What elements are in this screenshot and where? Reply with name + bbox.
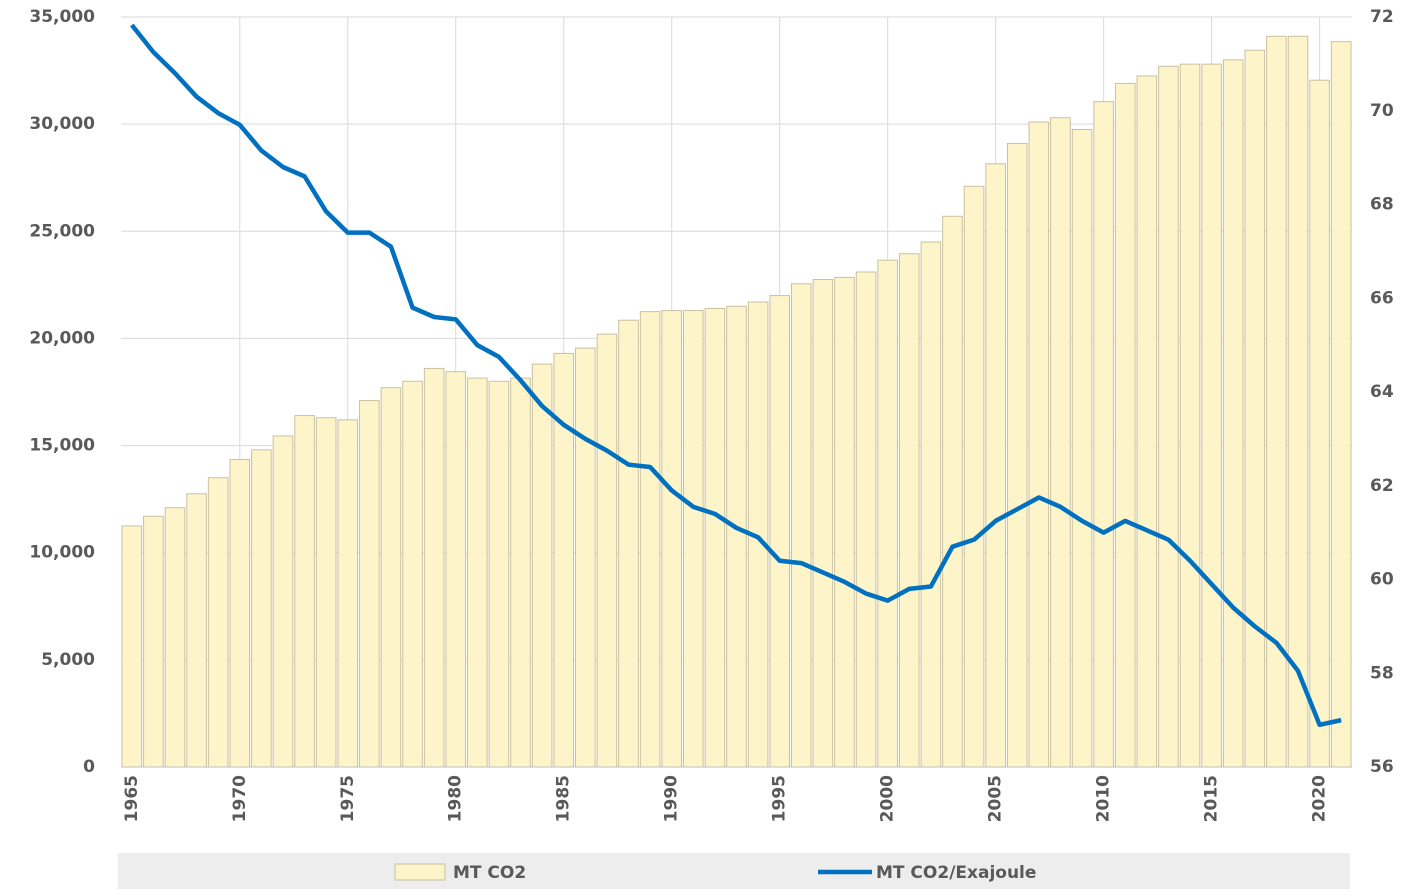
bar [704,307,726,768]
bar [337,419,359,768]
bar [251,449,272,768]
x-tick-label: 1995 [770,775,790,822]
bar [575,347,596,768]
bar [639,311,661,768]
bar [661,310,683,768]
bar [920,241,942,768]
y-tick-label: 10,000 [29,543,95,563]
y-tick-label: 30,000 [29,114,95,134]
bar [1114,82,1136,768]
legend-background [118,853,1350,889]
bar [834,276,855,768]
bar [272,435,294,768]
x-tick-label: 1990 [662,775,682,822]
bar [596,333,618,768]
bar [402,380,423,768]
y-tick-label: 15,000 [29,436,95,456]
bar [942,215,963,768]
bar [359,400,380,768]
bar [683,310,704,768]
bar [1006,142,1028,768]
bar [186,493,207,768]
bar [1136,75,1158,768]
bar [1330,41,1352,768]
bar [1222,59,1244,768]
bar [985,163,1006,768]
bar [315,417,337,768]
bar [963,185,985,768]
x-tick-label: 1980 [446,775,466,822]
legend-swatch [394,863,446,881]
bar [207,477,229,768]
y2-tick-label: 66 [1370,288,1394,308]
bar [1071,129,1093,768]
y-tick-label: 5,000 [41,650,95,670]
bar [1309,79,1330,768]
bar [877,259,898,768]
bar [618,319,639,768]
y-tick-label: 35,000 [29,7,95,27]
legend-label: MT CO2/Exajoule [876,863,1036,883]
x-tick-label: 2005 [986,775,1006,822]
bar [380,387,402,768]
bar [164,507,186,768]
x-tick-label: 2000 [878,775,898,822]
y2-tick-label: 58 [1370,663,1394,683]
bar [423,367,445,768]
bar [1158,65,1179,768]
x-tick-label: 2010 [1094,775,1114,822]
bar [769,295,790,768]
bar [121,525,143,768]
y2-tick-label: 70 [1370,101,1394,121]
bar [467,377,488,768]
x-tick-label: 1970 [230,775,250,822]
y2-tick-label: 56 [1370,757,1394,777]
x-tick-label: 1975 [338,775,358,822]
bar [1287,35,1309,768]
bar [1050,117,1071,768]
bar [1201,63,1222,768]
y2-tick-label: 72 [1370,7,1394,27]
bar [531,363,553,768]
bar [510,377,531,768]
bar [229,459,251,768]
legend-label: MT CO2 [453,863,526,883]
bar [488,380,510,768]
bar [812,279,834,768]
bar [1028,121,1050,768]
y-tick-label: 25,000 [29,221,95,241]
x-tick-label: 2015 [1202,775,1222,822]
bar [445,371,467,768]
bar [143,515,164,768]
x-tick-label: 1985 [554,775,574,822]
bar [790,283,812,768]
bar [1179,63,1201,768]
bar [1093,101,1114,768]
bar [855,271,877,768]
bar [1244,49,1266,768]
y2-tick-label: 64 [1370,382,1394,402]
x-tick-label: 1965 [122,775,142,822]
bar [294,415,315,768]
y-tick-label: 20,000 [29,328,95,348]
y2-tick-label: 68 [1370,195,1394,215]
bar [1266,35,1287,768]
bar [553,352,575,768]
y-tick-label: 0 [83,757,95,777]
x-tick-label: 2020 [1310,775,1330,822]
bar [726,305,747,768]
bar [898,253,920,768]
line [130,23,1342,728]
y2-tick-label: 60 [1370,570,1394,590]
y2-tick-label: 62 [1370,476,1394,496]
